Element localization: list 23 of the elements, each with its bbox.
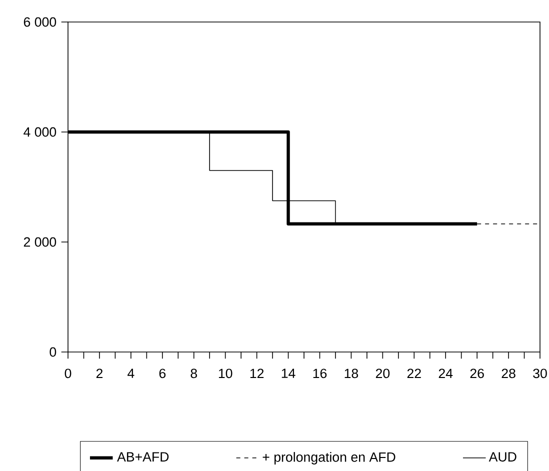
legend-label: AUD bbox=[488, 452, 516, 462]
legend-label: + prolongation en AFD bbox=[262, 452, 396, 464]
x-tick-label: 26 bbox=[470, 368, 484, 378]
y-tick-label: 6 000 bbox=[24, 17, 56, 27]
x-tick-label: 2 bbox=[96, 368, 103, 378]
x-tick-label: 10 bbox=[218, 368, 232, 378]
x-tick-label: 30 bbox=[533, 368, 547, 378]
x-tick-label: 12 bbox=[250, 368, 264, 378]
y-tick-label: 0 bbox=[50, 347, 56, 357]
x-tick-label: 24 bbox=[438, 368, 453, 378]
legend-label: AB+AFD bbox=[117, 452, 169, 462]
x-tick-label: 14 bbox=[282, 368, 296, 378]
x-tick-label: 28 bbox=[502, 368, 516, 378]
x-tick-label: 4 bbox=[128, 368, 134, 378]
x-tick-label: 8 bbox=[190, 368, 197, 378]
y-tick-label: 2 000 bbox=[24, 237, 56, 247]
x-tick-label: 18 bbox=[344, 368, 358, 378]
x-tick-label: 16 bbox=[313, 368, 327, 378]
x-tick-label: 0 bbox=[64, 368, 72, 378]
x-tick-label: 20 bbox=[376, 368, 390, 378]
y-tick-label: 4 000 bbox=[24, 127, 56, 137]
x-tick-label: 22 bbox=[407, 368, 421, 378]
x-tick-label: 6 bbox=[159, 368, 166, 378]
